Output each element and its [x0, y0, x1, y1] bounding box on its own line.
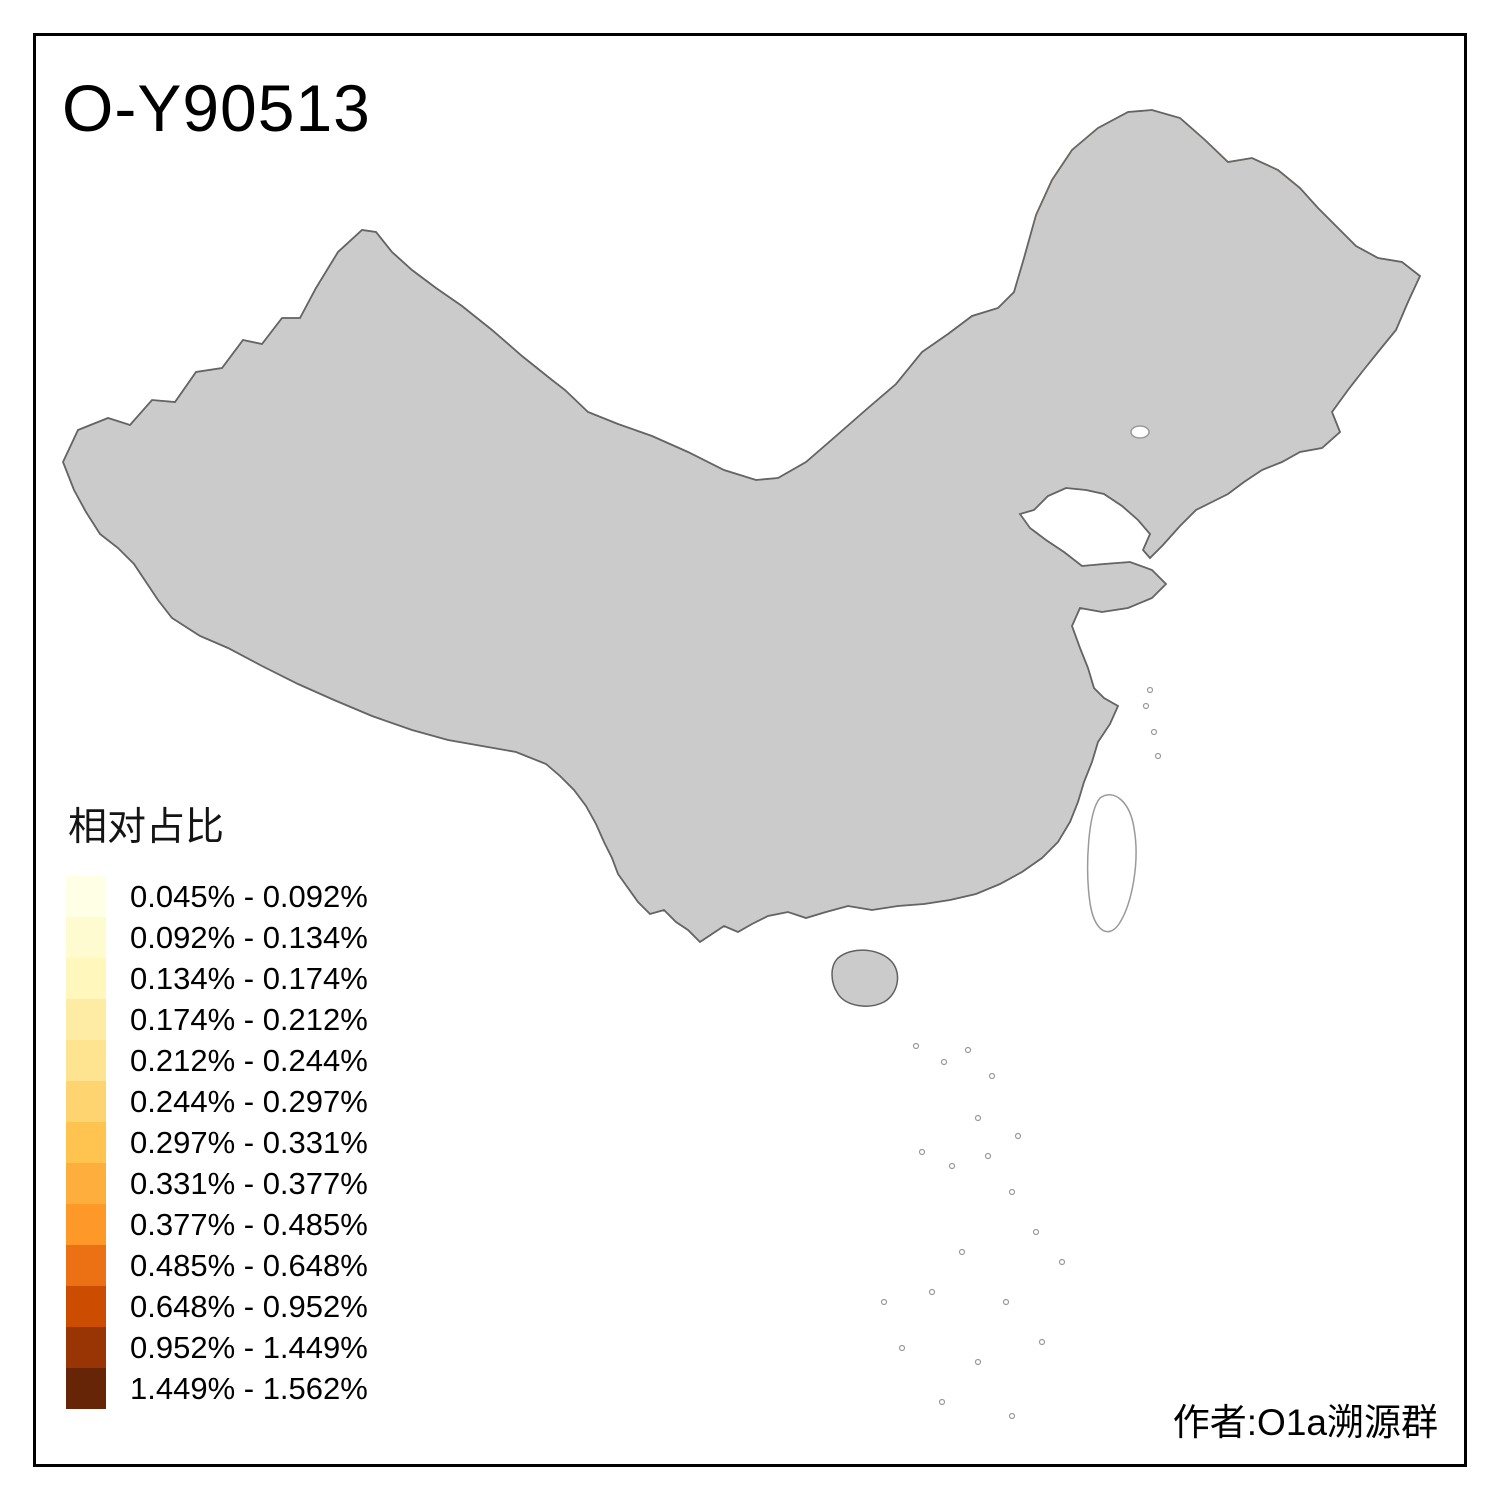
legend: 相对占比 0.045% - 0.092% 0.092% - 0.134% 0.134…	[66, 796, 368, 1409]
island-dot	[1014, 1132, 1022, 1140]
island-dot	[948, 1162, 956, 1170]
legend-range-label: 0.331% - 0.377%	[130, 1165, 368, 1201]
legend-swatch	[66, 1081, 106, 1122]
island-dot	[1154, 752, 1162, 760]
map-region	[1122, 654, 1139, 673]
legend-swatch	[66, 1204, 106, 1245]
map-region	[1080, 784, 1099, 803]
legend-swatch	[66, 1327, 106, 1368]
legend-row: 1.449% - 1.562%	[66, 1368, 368, 1409]
island-dot	[974, 1358, 982, 1366]
island-dot	[1002, 1298, 1010, 1306]
legend-row: 0.377% - 0.485%	[66, 1204, 368, 1245]
legend-swatch	[66, 1122, 106, 1163]
page-title: O-Y90513	[62, 71, 371, 145]
legend-swatch	[66, 917, 106, 958]
island-dot	[1150, 728, 1158, 736]
island-dot	[1142, 702, 1150, 710]
island-dot	[928, 1288, 936, 1296]
island-dot	[988, 1072, 996, 1080]
legend-swatch	[66, 1245, 106, 1286]
island-dot	[1146, 686, 1154, 694]
island-dot	[1032, 1228, 1040, 1236]
legend-title: 相对占比	[68, 806, 225, 849]
legend-swatch	[66, 999, 106, 1040]
legend-range-label: 0.297% - 0.331%	[130, 1124, 368, 1160]
legend-row: 0.174% - 0.212%	[66, 999, 368, 1040]
island-dot	[964, 1046, 972, 1054]
legend-range-label: 0.377% - 0.485%	[130, 1206, 368, 1242]
island-dot	[958, 1248, 966, 1256]
legend-range-label: 0.212% - 0.244%	[130, 1042, 368, 1078]
legend-range-label: 0.485% - 0.648%	[130, 1247, 368, 1283]
legend-range-label: 0.045% - 0.092%	[130, 878, 368, 914]
legend-row: 0.134% - 0.174%	[66, 958, 368, 999]
legend-swatch	[66, 1286, 106, 1327]
legend-row: 0.212% - 0.244%	[66, 1040, 368, 1081]
legend-rows: 0.045% - 0.092% 0.092% - 0.134% 0.134% - 0…	[66, 876, 368, 1409]
legend-range-label: 0.648% - 0.952%	[130, 1288, 368, 1324]
legend-range-label: 0.092% - 0.134%	[130, 919, 368, 955]
legend-swatch	[66, 876, 106, 917]
island-dot	[938, 1398, 946, 1406]
legend-range-label: 1.449% - 1.562%	[130, 1370, 368, 1406]
island-dot	[984, 1152, 992, 1160]
legend-row: 0.045% - 0.092%	[66, 876, 368, 917]
legend-row: 0.485% - 0.648%	[66, 1245, 368, 1286]
island-dot	[940, 1058, 948, 1066]
attribution-text: 作者:O1a溯源群	[1172, 1402, 1438, 1443]
hainan-island	[831, 949, 899, 1007]
legend-swatch	[66, 1368, 106, 1409]
legend-row: 0.331% - 0.377%	[66, 1163, 368, 1204]
south-china-sea-islands	[880, 686, 1162, 1420]
map-region	[1087, 519, 1138, 541]
island-dot	[974, 1114, 982, 1122]
legend-swatch	[66, 1163, 106, 1204]
legend-range-label: 0.134% - 0.174%	[130, 960, 368, 996]
map-region	[1090, 642, 1108, 658]
legend-row: 0.092% - 0.134%	[66, 917, 368, 958]
island-dot	[880, 1298, 888, 1306]
island-dot	[1058, 1258, 1066, 1266]
legend-swatch	[66, 958, 106, 999]
legend-row: 0.244% - 0.297%	[66, 1081, 368, 1122]
island-dot	[1038, 1338, 1046, 1346]
legend-range-label: 0.174% - 0.212%	[130, 1001, 368, 1037]
bohai-island	[1130, 425, 1150, 439]
map-region	[1126, 727, 1147, 745]
island-dot	[1008, 1188, 1016, 1196]
island-dot	[898, 1344, 906, 1352]
legend-range-label: 0.244% - 0.297%	[130, 1083, 368, 1119]
island-dot	[1008, 1412, 1016, 1420]
legend-row: 0.648% - 0.952%	[66, 1286, 368, 1327]
legend-range-label: 0.952% - 1.449%	[130, 1329, 368, 1365]
island-dot	[918, 1148, 926, 1156]
legend-row: 0.952% - 1.449%	[66, 1327, 368, 1368]
legend-swatch	[66, 1040, 106, 1081]
island-dot	[912, 1042, 920, 1050]
legend-row: 0.297% - 0.331%	[66, 1122, 368, 1163]
taiwan-island	[1086, 794, 1137, 933]
